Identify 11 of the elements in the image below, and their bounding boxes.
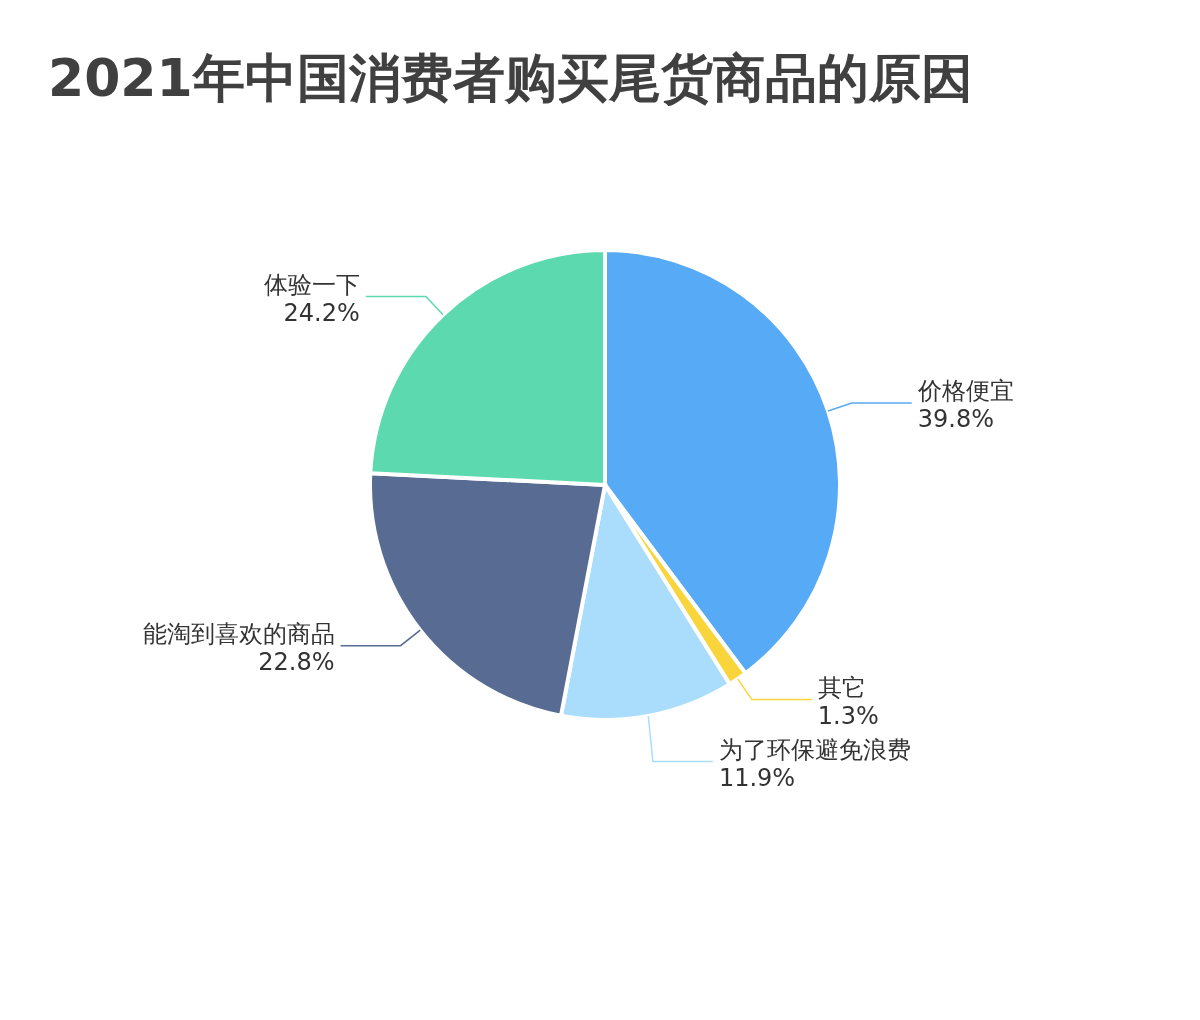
data-label: 22.8% <box>258 647 335 676</box>
data-label: 1.3% <box>817 701 879 730</box>
slice-label: 能淘到喜欢的商品 <box>142 619 335 648</box>
data-label: 11.9% <box>718 763 796 792</box>
slice-label: 其它 <box>817 673 866 702</box>
slice-label: 为了环保避免浪费 <box>718 735 911 764</box>
slice-label: 价格便宜 <box>916 377 1014 406</box>
slice-label: 体验一下 <box>263 270 360 299</box>
data-label: 39.8% <box>917 405 995 434</box>
chart-title: 2021年中国消费者购买尾货商品的原因 <box>47 47 974 110</box>
data-label: 24.2% <box>283 298 360 327</box>
